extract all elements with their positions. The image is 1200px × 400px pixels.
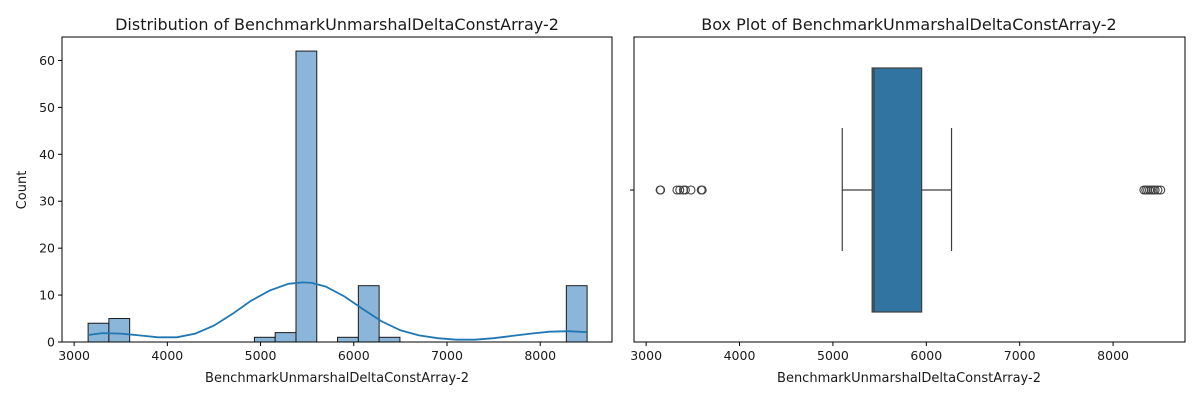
outlier-point xyxy=(697,185,707,195)
y-tick-label: 50 xyxy=(39,100,55,115)
x-tick-label: 4000 xyxy=(724,348,756,363)
x-tick-label: 7000 xyxy=(431,348,463,363)
y-tick-label: 10 xyxy=(39,288,55,303)
y-tick-label: 60 xyxy=(39,53,55,68)
histogram-title: Distribution of BenchmarkUnmarshalDeltaC… xyxy=(115,15,559,34)
boxplot-panel: Box Plot of BenchmarkUnmarshalDeltaConst… xyxy=(630,15,1186,386)
y-tick-label: 20 xyxy=(39,241,55,256)
outlier-point xyxy=(686,185,696,195)
outlier-point xyxy=(680,185,690,195)
boxplot-title: Box Plot of BenchmarkUnmarshalDeltaConst… xyxy=(701,15,1116,34)
kde-line xyxy=(87,281,587,341)
boxplot-elements xyxy=(655,67,1166,313)
histogram-frame xyxy=(61,36,613,343)
histogram-bar xyxy=(108,318,131,343)
x-tick-label: 6000 xyxy=(338,348,370,363)
histogram-bar xyxy=(337,336,359,343)
x-tick-label: 6000 xyxy=(910,348,942,363)
x-tick-label: 7000 xyxy=(1004,348,1036,363)
y-tick-label: 40 xyxy=(39,147,55,162)
histogram-bar xyxy=(295,50,318,343)
outlier-point xyxy=(1153,185,1163,195)
outlier-point xyxy=(1156,185,1166,195)
x-tick-label: 4000 xyxy=(151,348,183,363)
x-tick-label: 3000 xyxy=(630,348,662,363)
histogram-y-ticks: 0 10 20 30 40 50 60 xyxy=(39,53,62,350)
histogram-bar xyxy=(274,332,297,343)
histogram-x-ticks: 3000 4000 5000 6000 7000 8000 xyxy=(58,342,556,363)
histogram-x-label: BenchmarkUnmarshalDeltaConstArray-2 xyxy=(205,371,469,386)
boxplot-x-label: BenchmarkUnmarshalDeltaConstArray-2 xyxy=(777,371,1041,386)
histogram-panel: Distribution of BenchmarkUnmarshalDeltaC… xyxy=(15,15,613,386)
histogram-bars xyxy=(87,50,588,343)
x-tick-label: 3000 xyxy=(58,348,90,363)
histogram-bar xyxy=(378,336,401,343)
iqr-box xyxy=(871,67,923,313)
x-tick-label: 5000 xyxy=(817,348,849,363)
y-tick-label: 0 xyxy=(47,335,55,350)
histogram-bar xyxy=(253,336,276,343)
outlier-point xyxy=(656,185,666,195)
histogram-bar xyxy=(565,285,588,343)
x-tick-label: 5000 xyxy=(245,348,277,363)
outlier-point xyxy=(1150,185,1160,195)
histogram-y-label: Count xyxy=(15,171,30,210)
y-tick-label: 30 xyxy=(39,194,55,209)
x-tick-label: 8000 xyxy=(1097,348,1129,363)
outlier-point xyxy=(675,185,685,195)
boxplot-x-ticks: 3000 4000 5000 6000 7000 8000 xyxy=(630,342,1129,363)
x-tick-label: 8000 xyxy=(524,348,556,363)
